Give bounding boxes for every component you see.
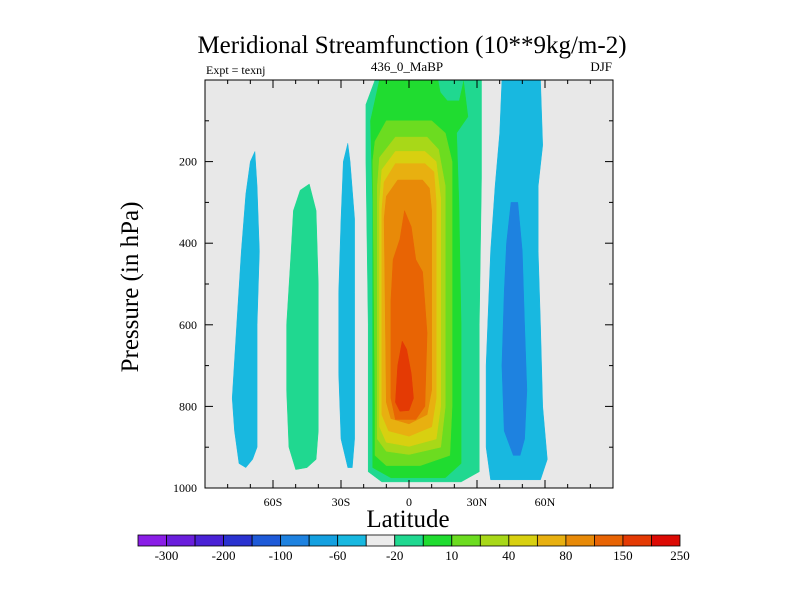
colorbar-swatch: [365, 534, 396, 547]
colorbar-swatch: [394, 534, 424, 547]
colorbar-swatch: [194, 534, 224, 547]
y-axis-label: Pressure (in hPa): [117, 202, 144, 373]
colorbar-swatch: [308, 534, 339, 547]
colorbar-swatch: [536, 534, 567, 547]
colorbar-swatch: [565, 534, 595, 547]
colorbar-label: 40: [502, 548, 515, 563]
y-tick-label: 200: [179, 155, 197, 169]
x-tick-label: 60S: [264, 495, 283, 509]
colorbar-swatch: [137, 534, 167, 547]
colorbar-label: 80: [559, 548, 572, 563]
x-tick-label: 30N: [467, 495, 488, 509]
chart-title: Meridional Streamfunction (10**9kg/m-2): [197, 32, 626, 59]
colorbar-label: 150: [613, 548, 633, 563]
experiment-label: Expt = texnj: [206, 63, 265, 77]
y-tick-label: 400: [179, 236, 197, 250]
contour-sh-thin-cell: [338, 143, 355, 468]
contour-hadley-top-patch: [438, 80, 464, 101]
colorbar-label: 10: [445, 548, 458, 563]
colorbar-label: 250: [670, 548, 690, 563]
x-tick-label: 0: [406, 495, 412, 509]
x-tick-label: 30S: [332, 495, 351, 509]
contour-nh-inner-cell: [501, 202, 528, 456]
colorbar: -300 -200 -100 -60 -20 10 40 80 150 250: [137, 534, 690, 563]
colorbar-swatch: [166, 534, 196, 547]
contour-sh-polar-cell: [231, 151, 260, 468]
colorbar-label: -300: [155, 548, 179, 563]
colorbar-label: -20: [386, 548, 403, 563]
colorbar-swatch: [451, 534, 481, 547]
colorbar-label: -60: [329, 548, 346, 563]
colorbar-swatch: [251, 534, 282, 547]
colorbar-swatch: [594, 534, 624, 547]
colorbar-swatch: [479, 534, 510, 547]
period-label: 436_0_MaBP: [371, 59, 443, 74]
colorbar-label: -200: [212, 548, 236, 563]
contour-field: [231, 80, 548, 483]
colorbar-swatch: [651, 534, 681, 547]
colorbar-label: -100: [269, 548, 293, 563]
colorbar-swatch: [422, 534, 453, 547]
colorbar-swatch: [280, 534, 310, 547]
season-label: DJF: [590, 59, 612, 74]
x-axis-label: Latitude: [366, 506, 449, 533]
colorbar-swatch: [622, 534, 652, 547]
y-tick-label: 1000: [173, 481, 197, 495]
colorbar-swatch: [223, 534, 253, 547]
axes: 60S 30S 0 30N 60N 200 400 600 800 1000: [173, 80, 613, 509]
contour-sh-ferrel-cell: [286, 183, 319, 470]
contour-hadley-250: [395, 340, 414, 412]
y-tick-label: 800: [179, 399, 197, 413]
colorbar-swatch: [508, 534, 538, 547]
colorbar-swatch: [337, 534, 367, 547]
x-tick-label: 60N: [535, 495, 556, 509]
y-tick-label: 600: [179, 318, 197, 332]
